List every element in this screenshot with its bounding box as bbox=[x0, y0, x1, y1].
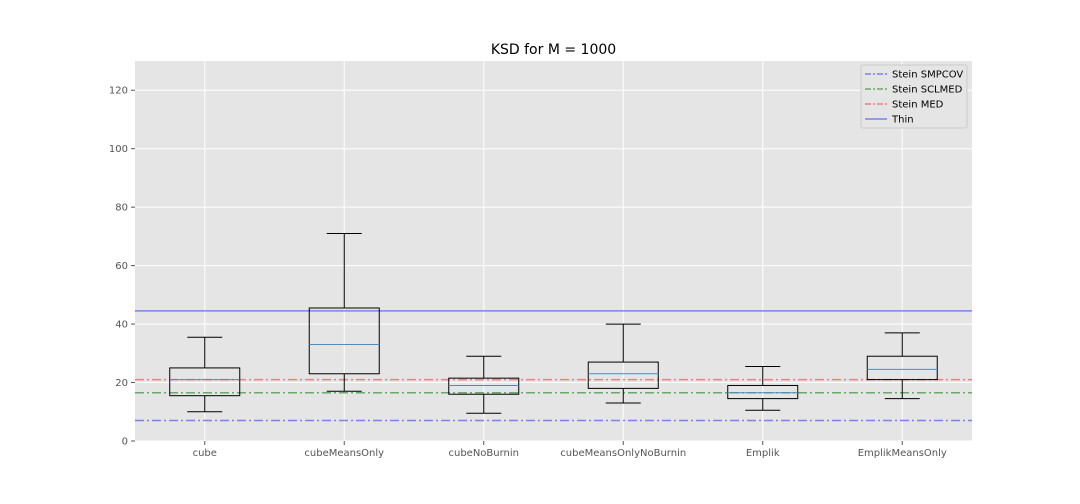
y-tick-label: 120 bbox=[109, 86, 128, 97]
x-tick-label: EmplikMeansOnly bbox=[858, 448, 947, 459]
boxes bbox=[169, 232, 938, 414]
y-tick-label: 60 bbox=[115, 261, 128, 272]
box-body bbox=[308, 307, 380, 375]
y-tick-label: 80 bbox=[115, 203, 128, 214]
legend-label: Stein SMPCOV bbox=[892, 70, 963, 81]
axes: 0 20 40 60 80 100 120 cube cubeMeansOnly cubeNoBu… bbox=[109, 86, 947, 459]
box-EmplikMeansOnly bbox=[866, 332, 938, 400]
box-cube bbox=[169, 336, 241, 413]
box-body bbox=[587, 361, 659, 389]
y-tick-label: 0 bbox=[122, 437, 128, 448]
box-cubeMeansOnlyNoBurnin bbox=[587, 323, 659, 404]
box-Emplik bbox=[727, 365, 799, 411]
y-tick-label: 100 bbox=[109, 144, 128, 155]
box-body bbox=[866, 355, 938, 381]
x-tick-label: cubeMeansOnly bbox=[304, 448, 384, 459]
box-cubeNoBurnin bbox=[448, 355, 520, 414]
box-cubeMeansOnly bbox=[308, 232, 380, 392]
grid-lines bbox=[135, 61, 972, 442]
legend: Stein SMPCOV Stein SCLMED Stein MED Thin bbox=[860, 64, 968, 129]
chart-title: KSD for M = 1000 bbox=[491, 42, 616, 58]
legend-label: Thin bbox=[891, 115, 914, 126]
x-tick-label: cubeMeansOnlyNoBurnin bbox=[560, 448, 686, 459]
legend-label: Stein SCLMED bbox=[892, 85, 963, 96]
x-tick-label: Emplik bbox=[746, 448, 780, 459]
box-body bbox=[448, 377, 520, 395]
legend-box bbox=[860, 64, 968, 129]
x-tick-label: cubeNoBurnin bbox=[448, 448, 519, 459]
x-tick-label: cube bbox=[193, 448, 217, 459]
plot-background bbox=[135, 61, 972, 441]
reference-lines bbox=[135, 310, 972, 422]
box-body bbox=[727, 384, 799, 400]
y-tick-label: 20 bbox=[115, 378, 128, 389]
legend-label: Stein MED bbox=[892, 100, 944, 111]
y-tick-label: 40 bbox=[115, 320, 128, 331]
box-body bbox=[169, 367, 241, 397]
